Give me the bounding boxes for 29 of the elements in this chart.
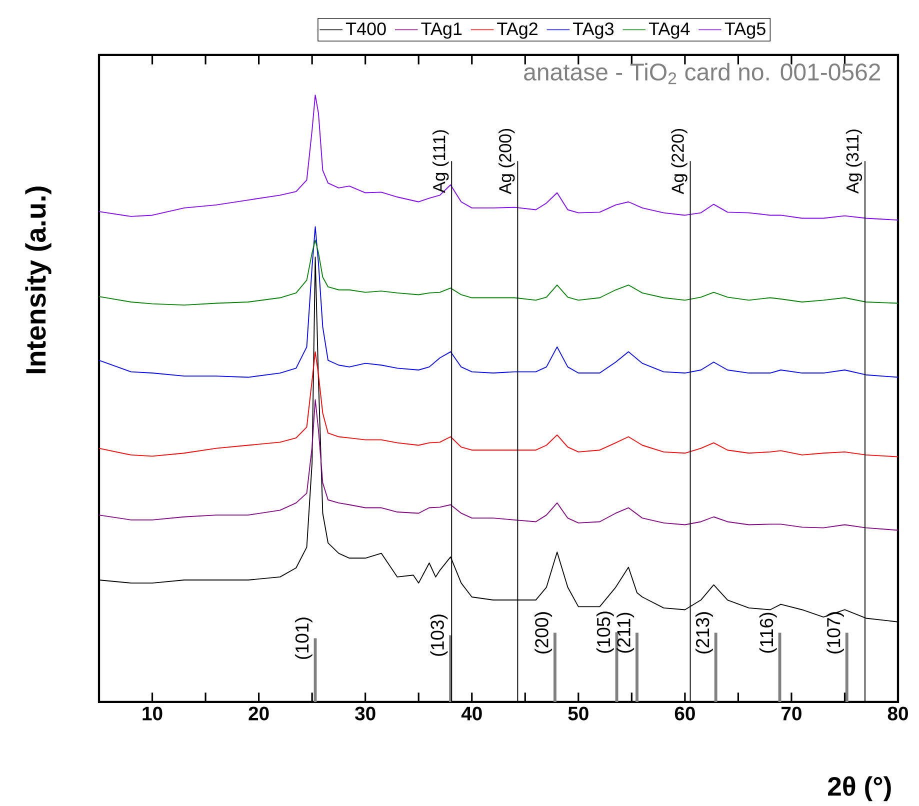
x-tick-label: 20 xyxy=(248,706,269,721)
x-tick-label: 50 xyxy=(568,706,588,721)
text: anatase - TiO$_{2}$ card no. 001-0562 xyxy=(524,63,880,84)
annotation: (103) xyxy=(430,614,448,656)
annotation: (211) xyxy=(616,613,634,653)
legend-label: TAg1 xyxy=(421,22,462,39)
annotation: (105) xyxy=(596,612,614,654)
annotation: (116) xyxy=(759,613,777,653)
ref-line-label: Ag (311) xyxy=(846,130,862,194)
legend-label: T400 xyxy=(346,22,386,36)
legend-label: TAg2 xyxy=(497,22,538,39)
ref-line-label: Ag (220) xyxy=(671,129,688,195)
x-tick-label: 60 xyxy=(674,706,695,721)
annotation: (107) xyxy=(826,612,844,654)
x-tick-label: 70 xyxy=(782,706,802,721)
annotation: (200) xyxy=(534,612,552,654)
ref-line-label: Ag (111) xyxy=(432,130,449,194)
ref-line-label: Ag (200) xyxy=(498,129,515,195)
x-tick-label: 30 xyxy=(355,706,376,721)
x-axis-title: 2θ (°) xyxy=(828,776,891,802)
x-tick-label: 40 xyxy=(461,706,482,721)
legend-label: TAg3 xyxy=(573,22,614,39)
x-tick-label: 80 xyxy=(888,706,908,721)
legend-label: TAg4 xyxy=(648,22,690,39)
x-tick-label: 10 xyxy=(142,706,162,721)
legend-label: TAg5 xyxy=(724,22,766,39)
annotation: (213) xyxy=(696,612,713,654)
annotation: (101) xyxy=(294,618,312,660)
y-axis-title: Intensity (a.u.) xyxy=(25,186,52,374)
